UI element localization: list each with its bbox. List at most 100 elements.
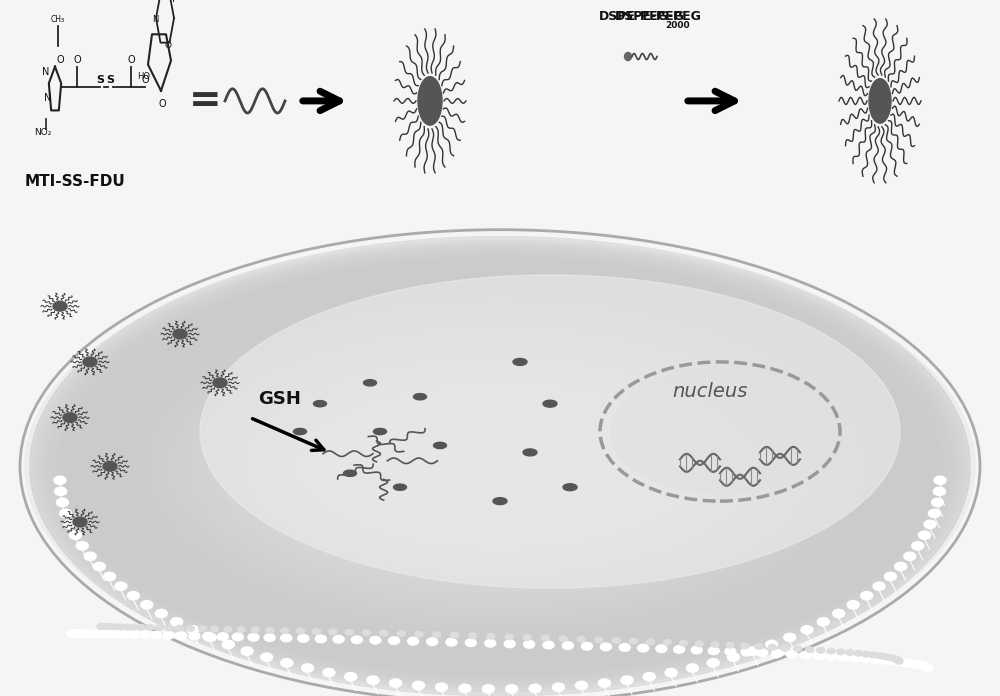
Circle shape bbox=[446, 638, 457, 646]
Circle shape bbox=[117, 624, 125, 630]
Circle shape bbox=[595, 637, 603, 642]
Circle shape bbox=[189, 632, 200, 640]
Circle shape bbox=[725, 647, 736, 655]
Circle shape bbox=[506, 685, 518, 693]
Circle shape bbox=[801, 626, 813, 634]
Circle shape bbox=[323, 668, 335, 677]
Text: O: O bbox=[141, 74, 149, 85]
Ellipse shape bbox=[169, 315, 831, 617]
Ellipse shape bbox=[309, 388, 691, 544]
Circle shape bbox=[800, 651, 811, 659]
Ellipse shape bbox=[173, 317, 827, 615]
Circle shape bbox=[726, 642, 734, 648]
Circle shape bbox=[891, 656, 899, 662]
Circle shape bbox=[224, 626, 232, 632]
Ellipse shape bbox=[133, 296, 867, 636]
Circle shape bbox=[427, 638, 438, 645]
Ellipse shape bbox=[177, 319, 823, 613]
Ellipse shape bbox=[313, 390, 687, 542]
Circle shape bbox=[104, 624, 112, 629]
Ellipse shape bbox=[329, 399, 671, 534]
Ellipse shape bbox=[249, 357, 751, 576]
Circle shape bbox=[833, 609, 845, 617]
Circle shape bbox=[837, 649, 845, 655]
Circle shape bbox=[691, 647, 702, 654]
Circle shape bbox=[600, 643, 611, 651]
Ellipse shape bbox=[145, 303, 855, 630]
Ellipse shape bbox=[253, 359, 747, 574]
Ellipse shape bbox=[40, 237, 960, 668]
Circle shape bbox=[562, 642, 573, 649]
Circle shape bbox=[367, 676, 379, 684]
Ellipse shape bbox=[69, 263, 931, 670]
Circle shape bbox=[70, 531, 82, 539]
Circle shape bbox=[264, 634, 275, 642]
Circle shape bbox=[329, 629, 337, 635]
Ellipse shape bbox=[129, 294, 871, 638]
Circle shape bbox=[222, 640, 234, 649]
Circle shape bbox=[911, 661, 922, 668]
Circle shape bbox=[711, 642, 719, 647]
Circle shape bbox=[165, 625, 173, 631]
Circle shape bbox=[433, 632, 441, 638]
Ellipse shape bbox=[493, 498, 507, 505]
Circle shape bbox=[663, 640, 671, 645]
Circle shape bbox=[127, 592, 139, 600]
Circle shape bbox=[541, 635, 549, 641]
Text: S: S bbox=[106, 74, 114, 85]
Ellipse shape bbox=[217, 340, 783, 592]
Circle shape bbox=[64, 520, 76, 528]
Ellipse shape bbox=[301, 384, 699, 548]
Circle shape bbox=[862, 651, 870, 657]
Circle shape bbox=[186, 626, 194, 631]
Circle shape bbox=[261, 653, 273, 661]
Ellipse shape bbox=[45, 251, 955, 682]
Circle shape bbox=[84, 552, 96, 560]
Ellipse shape bbox=[73, 265, 927, 667]
Ellipse shape bbox=[97, 278, 903, 655]
Circle shape bbox=[204, 633, 216, 642]
Ellipse shape bbox=[225, 345, 775, 588]
Ellipse shape bbox=[333, 401, 667, 532]
Ellipse shape bbox=[113, 286, 887, 647]
Ellipse shape bbox=[165, 313, 835, 619]
Circle shape bbox=[485, 640, 496, 647]
Circle shape bbox=[686, 664, 698, 672]
Circle shape bbox=[69, 630, 80, 638]
Ellipse shape bbox=[321, 395, 679, 538]
Circle shape bbox=[577, 636, 585, 642]
Ellipse shape bbox=[265, 365, 735, 567]
Circle shape bbox=[380, 631, 388, 636]
Circle shape bbox=[772, 650, 783, 658]
Circle shape bbox=[647, 639, 655, 644]
Circle shape bbox=[893, 657, 901, 663]
Circle shape bbox=[747, 647, 759, 655]
Circle shape bbox=[552, 683, 564, 691]
Circle shape bbox=[895, 658, 903, 663]
Circle shape bbox=[854, 651, 862, 656]
Circle shape bbox=[93, 562, 105, 571]
Circle shape bbox=[781, 645, 789, 651]
Circle shape bbox=[397, 631, 405, 637]
Ellipse shape bbox=[201, 332, 799, 601]
Ellipse shape bbox=[513, 358, 527, 365]
Circle shape bbox=[248, 633, 259, 641]
Ellipse shape bbox=[213, 338, 787, 594]
Ellipse shape bbox=[29, 242, 971, 690]
Circle shape bbox=[523, 635, 531, 640]
Circle shape bbox=[140, 631, 151, 639]
Text: =: = bbox=[189, 82, 221, 120]
Circle shape bbox=[459, 684, 471, 693]
Circle shape bbox=[465, 639, 476, 647]
Ellipse shape bbox=[65, 261, 935, 672]
Circle shape bbox=[576, 681, 588, 690]
Circle shape bbox=[559, 636, 567, 642]
Circle shape bbox=[281, 628, 289, 633]
Circle shape bbox=[71, 630, 82, 638]
Circle shape bbox=[619, 644, 630, 651]
Circle shape bbox=[241, 647, 253, 655]
Circle shape bbox=[887, 657, 898, 665]
Circle shape bbox=[408, 638, 419, 645]
Ellipse shape bbox=[523, 449, 537, 456]
Circle shape bbox=[932, 498, 944, 507]
